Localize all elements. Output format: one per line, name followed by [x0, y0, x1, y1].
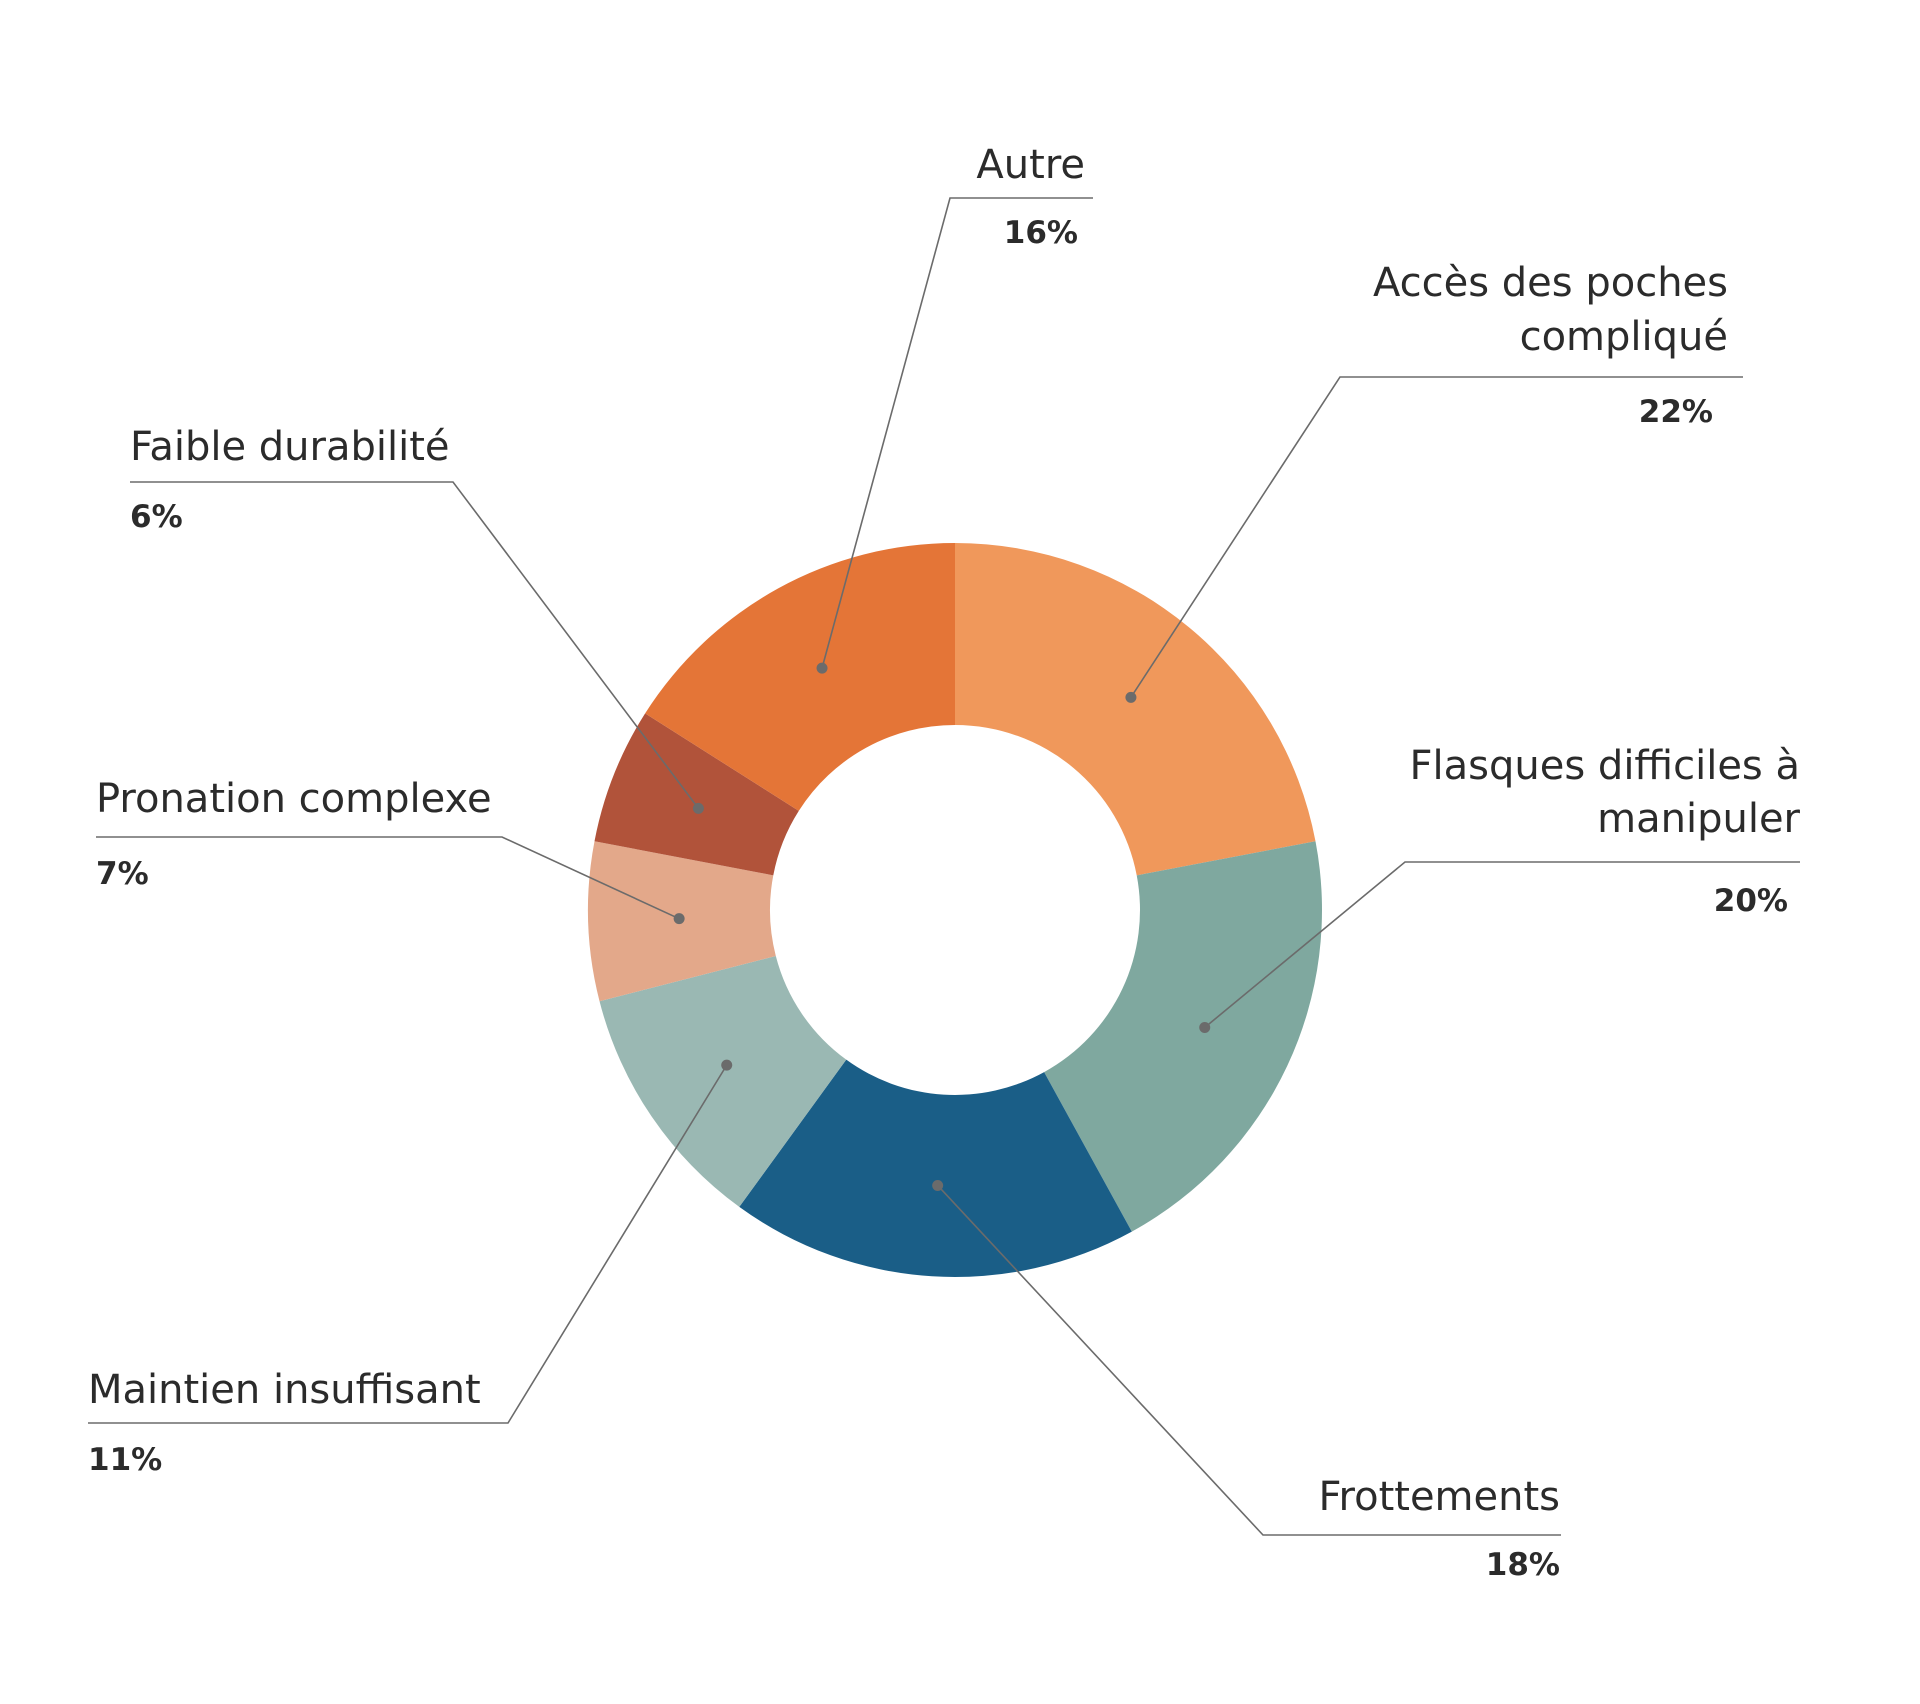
slice-label-flasques-difficiles-a-manipuler: Flasques difficiles à — [1410, 743, 1800, 789]
leader-line-faible-durabilite — [130, 481, 700, 809]
leader-dot-flasques-difficiles-a-manipuler — [1199, 1022, 1211, 1034]
leader-line-pronation-complexe — [96, 836, 680, 920]
slice-acces-des-poches-complique — [955, 543, 1316, 876]
slice-label-pronation-complexe: Pronation complexe — [96, 776, 492, 822]
leader-line-flasques-difficiles-a-manipuler — [1204, 861, 1800, 1029]
slice-labels: Accès des poches compliqué 22% Flasques dif… — [88, 142, 1801, 1583]
donut-slices — [588, 543, 1322, 1277]
leader-line-maintien-insuffisant — [88, 1064, 728, 1424]
leader-dot-faible-durabilite — [692, 802, 704, 814]
slice-value-flasques-difficiles-a-manipuler: 20% — [1714, 883, 1788, 919]
slice-value-acces-des-poches-complique: 22% — [1639, 394, 1713, 430]
slice-value-frottements: 18% — [1486, 1547, 1560, 1583]
slice-maintien-insuffisant — [599, 956, 847, 1207]
leader-dot-autre — [816, 662, 828, 674]
slice-value-autre: 16% — [1004, 215, 1078, 251]
slice-value-pronation-complexe: 7% — [96, 856, 149, 892]
leader-line-frottements — [937, 1184, 1561, 1536]
slice-frottements — [739, 1059, 1132, 1277]
leader-dot-frottements — [932, 1179, 944, 1191]
slice-label-flasques-difficiles-a-manipuler: manipuler — [1597, 796, 1800, 842]
slice-label-autre: Autre — [976, 142, 1085, 188]
slice-flasques-difficiles-a-manipuler — [1044, 841, 1322, 1232]
slice-label-maintien-insuffisant: Maintien insuffisant — [88, 1367, 481, 1413]
slice-label-acces-des-poches-complique: Accès des poches — [1373, 260, 1728, 306]
slice-value-maintien-insuffisant: 11% — [88, 1442, 162, 1478]
slice-autre — [645, 543, 955, 811]
leader-dot-pronation-complexe — [673, 913, 685, 925]
leader-line-acces-des-poches-complique — [1130, 376, 1743, 698]
slice-faible-durabilite — [594, 713, 799, 876]
leader-dot-acces-des-poches-complique — [1125, 691, 1137, 703]
leader-dot-maintien-insuffisant — [721, 1059, 733, 1071]
slice-label-faible-durabilite: Faible durabilité — [130, 424, 450, 470]
slice-label-acces-des-poches-complique: compliqué — [1520, 314, 1728, 360]
slice-label-frottements: Frottements — [1318, 1474, 1560, 1520]
leader-line-autre — [821, 197, 1093, 669]
slice-value-faible-durabilite: 6% — [130, 499, 183, 535]
